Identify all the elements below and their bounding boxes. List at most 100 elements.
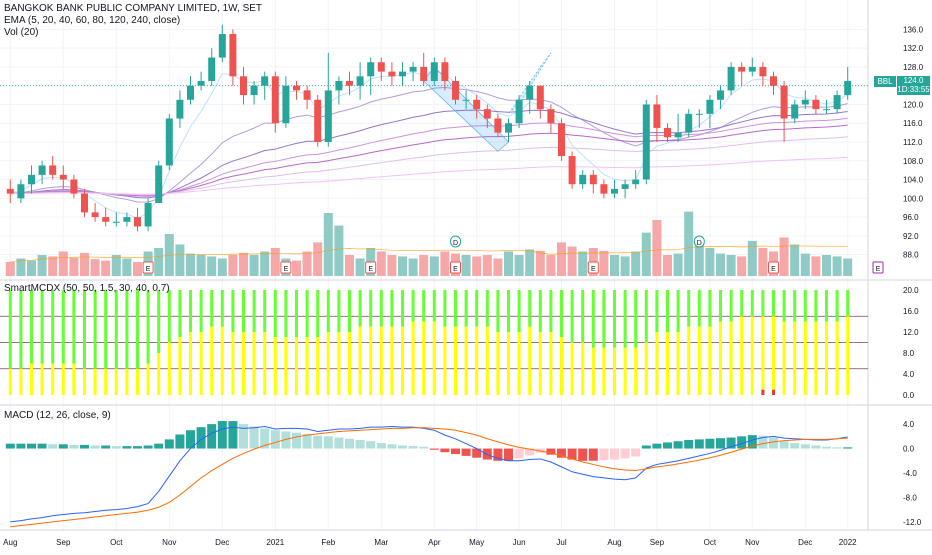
mcdx-green-bar bbox=[496, 290, 500, 332]
mcdx-green-bar bbox=[136, 290, 139, 369]
mcdx-yellow-bar bbox=[390, 326, 394, 395]
time-tick-label: Aug bbox=[607, 538, 621, 547]
event-marker-box bbox=[768, 261, 779, 274]
mcdx-green-bar bbox=[401, 290, 404, 327]
volume-bar bbox=[525, 249, 535, 276]
volume-bar bbox=[673, 253, 683, 276]
candle-body bbox=[81, 193, 88, 213]
price-tick-label: 100.0 bbox=[903, 194, 924, 203]
volume-bar bbox=[122, 258, 132, 276]
candle-body bbox=[28, 174, 35, 185]
candle-body bbox=[197, 81, 205, 86]
event-marker-box bbox=[142, 261, 154, 274]
mcdx-yellow-bar bbox=[591, 347, 595, 395]
event-marker-E: E bbox=[280, 261, 292, 274]
price-tick-label: 120.0 bbox=[903, 100, 924, 109]
volume-bar bbox=[461, 255, 471, 276]
mcdx-yellow-bar bbox=[496, 332, 500, 395]
volume-bar bbox=[578, 251, 588, 276]
macd-histogram-bar bbox=[758, 435, 768, 449]
macd-histogram-bar bbox=[133, 446, 142, 449]
volume-bar bbox=[48, 256, 58, 276]
mcdx-green-bar bbox=[146, 290, 150, 364]
candle-body bbox=[59, 174, 67, 180]
volume-bar bbox=[355, 258, 365, 276]
time-tick-label: Sep bbox=[56, 538, 71, 547]
macd-histogram-bar bbox=[5, 443, 15, 449]
volume-bar bbox=[800, 253, 810, 276]
mcdx-tick-label: 12.0 bbox=[903, 328, 919, 337]
volume-bar bbox=[37, 255, 47, 276]
price-axes: 136.0 132.0 128.0 124.0 120.0 116.0 112.0 108.0… bbox=[903, 25, 924, 527]
macd-tick-label: -4.0 bbox=[903, 469, 917, 478]
volume-bar bbox=[398, 256, 407, 276]
volume-bar bbox=[641, 232, 651, 276]
macd-histogram-bar bbox=[684, 440, 694, 449]
mcdx-yellow-bar bbox=[825, 321, 828, 395]
mcdx-green-bar bbox=[814, 290, 818, 322]
candle-body bbox=[791, 104, 799, 119]
mcdx-green-bar bbox=[422, 290, 426, 322]
mcdx-yellow-bar bbox=[242, 332, 245, 395]
macd-histogram-bar bbox=[313, 435, 323, 449]
mcdx-red-bar bbox=[761, 389, 765, 395]
volume-bar bbox=[747, 241, 757, 276]
mcdx-green-bar bbox=[591, 290, 595, 348]
event-marker-E: E bbox=[587, 261, 599, 274]
ema-240-line bbox=[10, 156, 848, 195]
macd-histogram-bar bbox=[747, 435, 757, 449]
candle-body bbox=[695, 113, 703, 115]
candle-body bbox=[526, 85, 534, 100]
volume-bar bbox=[196, 255, 206, 276]
time-tick-label: Nov bbox=[745, 538, 759, 547]
candle-body bbox=[632, 179, 640, 185]
macd-histogram-bar bbox=[186, 430, 195, 449]
volume-bar bbox=[186, 253, 195, 276]
candle-body bbox=[240, 76, 247, 96]
event-marker-E: E bbox=[872, 261, 884, 274]
mcdx-green-bar bbox=[570, 290, 574, 343]
event-marker-box bbox=[587, 261, 599, 274]
volume-bar bbox=[292, 260, 301, 276]
time-tick-label: Feb bbox=[321, 538, 335, 547]
mcdx-green-bar bbox=[793, 290, 797, 322]
macd-histogram-bar bbox=[652, 443, 662, 449]
mcdx-green-bar bbox=[538, 290, 542, 332]
smartmcdx-pane bbox=[0, 290, 868, 395]
macd-tick-label: 0.0 bbox=[903, 445, 915, 454]
macd-histogram-bar bbox=[557, 448, 566, 458]
macd-histogram-bar bbox=[546, 448, 556, 455]
mcdx-tick-label: 4.0 bbox=[903, 370, 915, 379]
candle-body bbox=[102, 217, 110, 222]
mcdx-green-bar bbox=[719, 290, 722, 322]
macd-histogram-bar bbox=[387, 444, 397, 449]
mcdx-green-bar bbox=[581, 290, 585, 343]
candle-body bbox=[38, 165, 46, 175]
candle-body bbox=[91, 212, 99, 218]
volume-bar bbox=[567, 246, 577, 276]
candle-body bbox=[547, 109, 555, 124]
candle-body bbox=[621, 184, 629, 189]
candle-body bbox=[218, 34, 226, 58]
volume-bar bbox=[101, 260, 111, 276]
candle-body bbox=[717, 90, 724, 100]
mcdx-yellow-bar bbox=[623, 347, 627, 395]
macd-histogram-bar bbox=[599, 448, 609, 461]
volume-bar bbox=[387, 255, 397, 276]
mcdx-yellow-bar bbox=[814, 321, 818, 395]
mcdx-yellow-bar bbox=[793, 321, 797, 395]
mcdx-green-bar bbox=[157, 290, 161, 353]
volume-bar bbox=[408, 258, 418, 276]
candle-body bbox=[70, 179, 78, 194]
event-marker-box bbox=[450, 261, 461, 274]
mcdx-yellow-bar bbox=[104, 368, 108, 395]
macd-histogram-bar bbox=[726, 437, 736, 449]
macd-histogram-bar bbox=[673, 441, 683, 449]
mcdx-yellow-bar bbox=[485, 326, 489, 395]
mcdx-green-bar bbox=[517, 290, 521, 332]
candle-body bbox=[664, 127, 671, 138]
mcdx-green-bar bbox=[252, 290, 256, 332]
candle-body bbox=[568, 156, 576, 185]
macd-histogram-bar bbox=[843, 447, 853, 449]
